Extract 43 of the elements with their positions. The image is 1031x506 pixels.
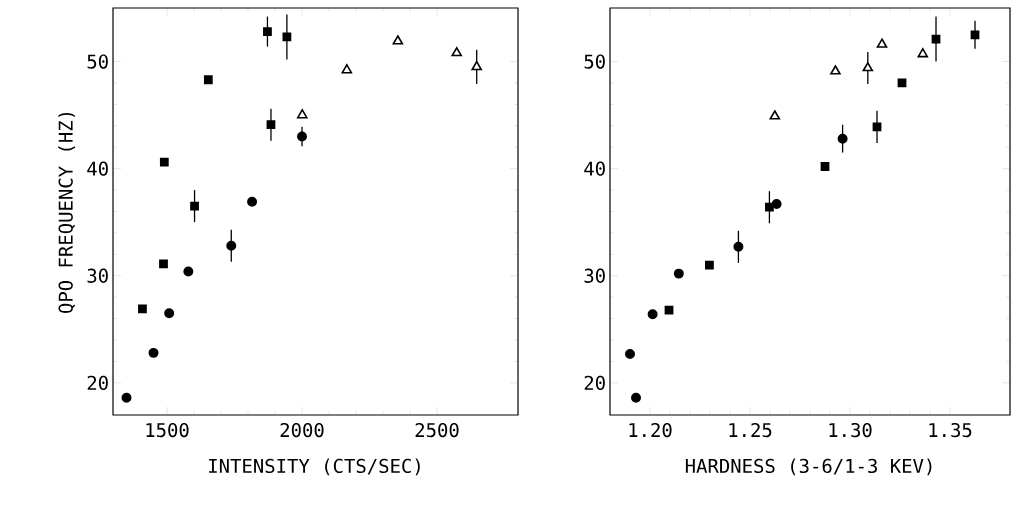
y-tick-label: 50 (584, 54, 605, 69)
point (159, 259, 168, 269)
point (830, 65, 841, 75)
point (769, 110, 781, 120)
point (625, 348, 635, 359)
y-tick-label: 30 (87, 268, 108, 283)
point (673, 268, 684, 279)
point (203, 75, 213, 85)
point (647, 309, 658, 320)
point (148, 347, 159, 358)
x-axis-title: HARDNESS (3-6/1-3 KEV) (685, 458, 932, 476)
point (164, 308, 175, 319)
point (917, 48, 929, 58)
x-tick-label: 1500 (146, 422, 189, 438)
y-tick-label: 20 (584, 375, 605, 391)
point (820, 162, 830, 171)
point (296, 109, 308, 119)
point (705, 260, 714, 270)
x-tick-label: 2000 (280, 422, 324, 438)
y-axis-title: QPO FREQUENCY (HZ) (58, 112, 76, 313)
x-tick-label: 1.20 (629, 422, 672, 438)
point (247, 196, 258, 207)
y-tick-label: 20 (87, 375, 108, 391)
point (862, 61, 874, 72)
point (138, 304, 147, 314)
point (471, 60, 482, 71)
y-tick-label: 50 (87, 54, 108, 69)
y-tick-label: 40 (584, 161, 605, 176)
point (121, 392, 132, 403)
x-axis-title: INTENSITY (CTS/SEC) (209, 458, 420, 476)
y-tick-label: 30 (584, 268, 605, 283)
point (392, 35, 404, 45)
point (183, 266, 194, 277)
point (159, 157, 169, 167)
x-tick-label: 1.35 (929, 422, 972, 438)
y-tick-label: 40 (87, 161, 108, 176)
point (341, 64, 353, 74)
x-tick-label: 1.25 (729, 422, 772, 438)
point (451, 46, 462, 57)
point (631, 392, 641, 403)
x-tick-label: 2500 (415, 422, 459, 438)
x-tick-label: 1.30 (829, 422, 872, 438)
point (876, 38, 888, 48)
